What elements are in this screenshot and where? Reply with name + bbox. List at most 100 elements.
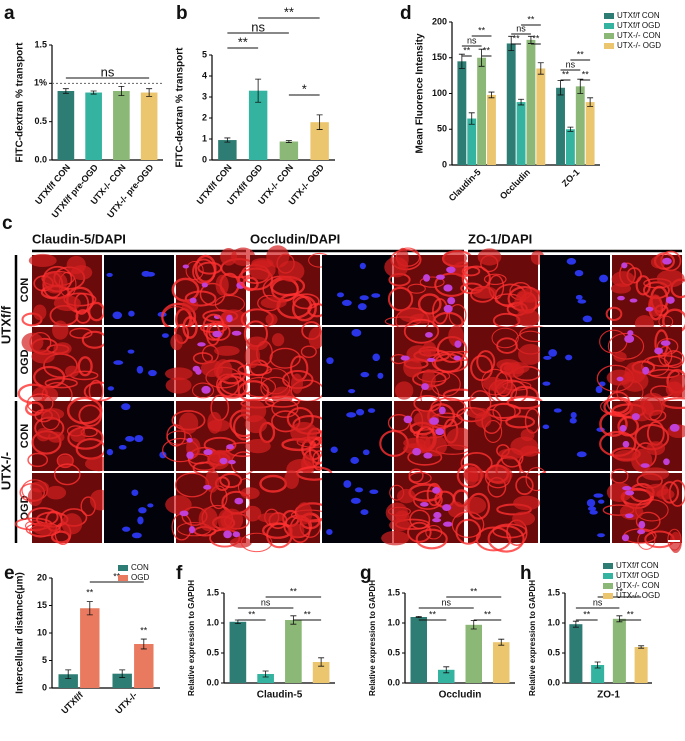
nucleus (617, 295, 625, 301)
y-tick-label: 1 (202, 133, 207, 143)
significance-label: ns (467, 35, 477, 45)
cell-stain (425, 524, 443, 540)
y-tick-label: 0.0 (547, 677, 560, 687)
nucleus (359, 295, 369, 301)
error-bar (468, 112, 475, 125)
error-bar (557, 80, 564, 96)
counterstain-label: /DAPI (91, 231, 126, 246)
nucleus (234, 497, 244, 505)
bar (506, 43, 516, 166)
nucleus (197, 342, 206, 347)
error-bar (470, 620, 477, 630)
bar (257, 674, 274, 683)
nucleus (343, 480, 352, 488)
significance-label: ** (140, 625, 148, 635)
cell-stain (197, 261, 223, 275)
y-tick-label: 0 (442, 159, 447, 169)
significance-label: ** (304, 609, 312, 619)
cell-glow (53, 342, 72, 355)
bar (569, 624, 583, 683)
x-tick-label: UTXf/f (59, 689, 86, 716)
bar (229, 621, 247, 683)
error-bar (119, 669, 126, 678)
cell-glow (61, 513, 83, 535)
bar (113, 91, 130, 160)
y-tick-label: 0.5 (387, 647, 400, 657)
bar (465, 624, 482, 683)
y-axis-label: FITC-dextran % transport (175, 47, 186, 168)
cell-stain (202, 313, 225, 341)
nucleus (576, 451, 587, 458)
y-tick-label: 0 (42, 682, 47, 692)
error-bar (508, 35, 515, 51)
nucleus (660, 340, 671, 347)
error-bar (616, 615, 623, 623)
nucleus (113, 360, 124, 365)
nucleus (203, 484, 212, 490)
cell-glow (466, 407, 491, 419)
nucleus (663, 458, 670, 466)
micrograph (104, 401, 174, 471)
nucleus (203, 449, 213, 456)
significance-label: ** (577, 49, 585, 59)
bar (477, 57, 487, 165)
micrograph (165, 469, 254, 548)
micrograph (540, 473, 610, 543)
micrograph (21, 253, 106, 327)
nucleus (446, 266, 456, 274)
y-tick-label: 15 (37, 600, 47, 610)
y-tick-label: 100 (432, 88, 447, 98)
y-tick-label: 0.0 (34, 154, 47, 164)
cell-glow (165, 367, 193, 381)
cell-glow (290, 373, 304, 394)
error-bar (567, 126, 574, 132)
cell-stain (403, 318, 440, 344)
cell-glow (502, 363, 525, 378)
nucleus (631, 413, 640, 421)
cell-stain (637, 530, 656, 550)
nucleus (112, 311, 123, 320)
cell-glow (178, 412, 199, 435)
error-bar (224, 137, 231, 143)
cell-glow (482, 376, 503, 391)
nucleus (565, 354, 573, 361)
nucleus (145, 271, 156, 277)
bar (467, 118, 477, 165)
nucleus (638, 520, 646, 529)
cell-stain (269, 347, 301, 369)
significance-label: ns (566, 59, 576, 69)
y-axis-label: Mean Fluorence Intensity (415, 33, 426, 153)
cell-glow (650, 255, 666, 269)
cell-stain (209, 485, 228, 510)
nucleus (566, 258, 577, 265)
nucleus (226, 314, 233, 323)
y-axis-label: FITC-dextran % transport (15, 42, 26, 163)
cell-glow (498, 448, 524, 460)
nucleus (326, 357, 334, 365)
cell-stain (67, 426, 104, 450)
cell-glow (243, 505, 262, 522)
cell-glow (165, 495, 192, 515)
nucleus (624, 490, 635, 496)
bar (248, 90, 268, 160)
legend-label: UTXf/f CON (617, 11, 660, 20)
stain-label: Occludin (250, 231, 306, 246)
nucleus (369, 489, 379, 495)
y-tick-label: 0.5 (547, 647, 560, 657)
cell-stain (300, 345, 317, 358)
nucleus (359, 262, 366, 270)
group-label: UTX-/- (0, 452, 13, 490)
nucleus (147, 503, 154, 508)
nucleus (189, 297, 197, 304)
nucleus (622, 440, 630, 448)
cell-stain (407, 283, 426, 294)
cell-glow (36, 427, 51, 442)
bar (312, 662, 330, 683)
significance-label: ** (527, 14, 535, 24)
y-axis-label: Intercellular distance(μm) (15, 572, 26, 694)
nucleus (179, 510, 189, 517)
bar (80, 608, 100, 688)
cell-stain (407, 521, 432, 543)
cell-glow (472, 286, 497, 299)
cell-glow (47, 431, 65, 443)
